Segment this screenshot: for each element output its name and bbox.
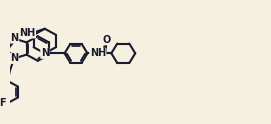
Text: F: F xyxy=(0,98,6,108)
Text: NH: NH xyxy=(19,28,36,38)
Text: O: O xyxy=(102,35,110,45)
Text: N: N xyxy=(11,33,19,43)
Text: N: N xyxy=(10,53,18,63)
Text: N: N xyxy=(41,48,49,58)
Text: NH: NH xyxy=(90,48,106,58)
